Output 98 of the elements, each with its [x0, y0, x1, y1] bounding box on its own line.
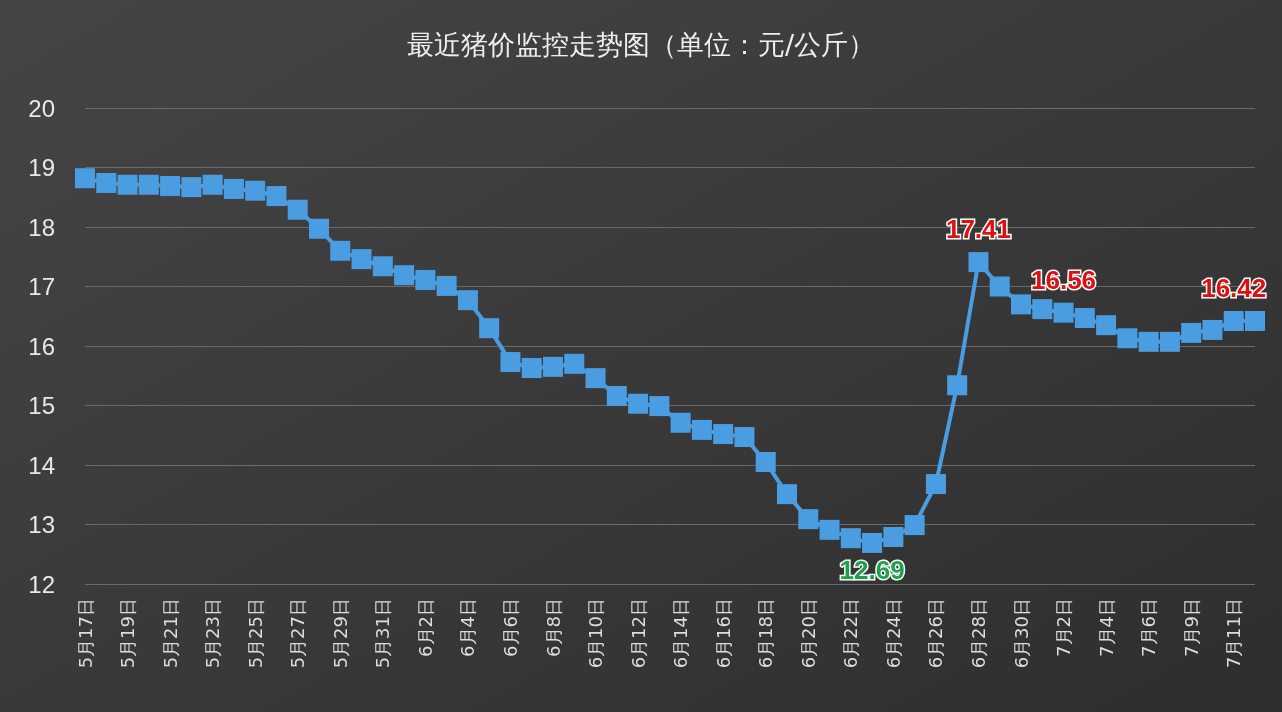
x-tick-label: 7月9日 [1180, 598, 1202, 657]
point [1245, 311, 1265, 332]
x-tick-label: 6月30日 [1010, 598, 1032, 669]
point [202, 174, 223, 195]
point [372, 256, 393, 277]
point [925, 474, 946, 495]
y-tick-label: 15 [28, 392, 55, 419]
point [138, 174, 159, 195]
x-tick-label: 6月24日 [882, 598, 904, 669]
x-tick-label: 5月17日 [74, 598, 96, 669]
point [691, 419, 712, 440]
point [457, 290, 478, 311]
point [436, 275, 457, 296]
point [947, 375, 968, 396]
x-tick-label: 6月4日 [457, 598, 479, 657]
x-tick-label: 6月18日 [755, 598, 777, 669]
x-tick-label: 6月22日 [840, 598, 862, 669]
point [989, 276, 1010, 297]
point [755, 452, 776, 473]
point [1096, 315, 1117, 336]
point [75, 168, 95, 189]
x-tick-label: 6月10日 [585, 598, 607, 669]
y-tick-label: 20 [28, 94, 55, 122]
point [96, 172, 117, 193]
y-tick-label: 16 [28, 332, 55, 360]
point [415, 269, 436, 290]
point [181, 177, 202, 198]
point [1181, 322, 1202, 343]
y-tick-label: 19 [28, 154, 55, 181]
x-tick-label: 6月26日 [925, 598, 947, 669]
point [394, 265, 415, 286]
point [1159, 331, 1180, 352]
x-tick-label: 5月29日 [329, 598, 351, 669]
x-tick-label: 5月27日 [287, 598, 309, 669]
y-tick-label: 12 [28, 570, 55, 598]
point [883, 526, 904, 547]
point [351, 249, 372, 270]
data-label: 16.56 [1031, 264, 1097, 295]
point [1074, 308, 1095, 329]
x-tick-label: 7月6日 [1138, 598, 1160, 657]
point [713, 424, 734, 445]
point [309, 218, 329, 239]
point [1138, 331, 1159, 352]
data-label: 17.41 [945, 214, 1011, 245]
y-tick-label: 14 [28, 451, 55, 479]
x-tick-label: 5月23日 [202, 598, 224, 669]
point [777, 484, 797, 505]
x-tick-label: 5月25日 [244, 598, 266, 669]
point [862, 532, 883, 553]
point [1011, 294, 1031, 315]
point [223, 178, 244, 199]
point [819, 519, 840, 540]
point [585, 368, 606, 389]
point [500, 352, 521, 373]
point [628, 393, 649, 414]
x-tick-label: 6月28日 [967, 598, 989, 669]
point [1202, 319, 1223, 340]
x-tick-label: 6月8日 [542, 598, 564, 657]
x-tick-label: 6月2日 [414, 598, 436, 657]
chart-title: 最近猪价监控走势图（单位：元/公斤） [406, 29, 876, 60]
x-tick-label: 5月31日 [372, 598, 394, 669]
point [521, 358, 542, 379]
point [564, 353, 585, 374]
point [245, 180, 266, 201]
x-tick-label: 6月14日 [670, 598, 692, 669]
point [670, 412, 691, 433]
point [840, 528, 861, 549]
point [1117, 328, 1138, 349]
x-tick-label: 6月12日 [627, 598, 649, 669]
point [734, 427, 755, 448]
y-tick-label: 13 [28, 511, 55, 538]
point [798, 509, 819, 530]
point [330, 240, 351, 261]
point [543, 356, 563, 377]
data-label: 16.42 [1201, 273, 1267, 304]
point [266, 186, 287, 207]
point [606, 385, 627, 406]
point [287, 199, 308, 220]
point [904, 515, 925, 536]
x-tick-label: 6月16日 [712, 598, 734, 669]
point [649, 396, 670, 417]
x-tick-label: 5月19日 [117, 598, 139, 669]
point [1223, 311, 1244, 332]
y-tick-label: 17 [28, 273, 55, 300]
data-label: 12.69 [839, 554, 905, 585]
x-tick-label: 6月6日 [499, 598, 521, 657]
x-tick-label: 7月4日 [1095, 598, 1117, 657]
x-tick-label: 7月2日 [1053, 598, 1075, 657]
point [160, 175, 181, 196]
point [1032, 299, 1053, 320]
x-tick-label: 6月20日 [797, 598, 819, 669]
point [479, 318, 500, 339]
x-tick-label: 5月21日 [159, 598, 181, 669]
x-tick-label: 7月11日 [1223, 598, 1245, 669]
point [968, 252, 989, 273]
y-tick-label: 18 [28, 213, 55, 241]
point [1053, 302, 1074, 323]
point [117, 174, 138, 195]
